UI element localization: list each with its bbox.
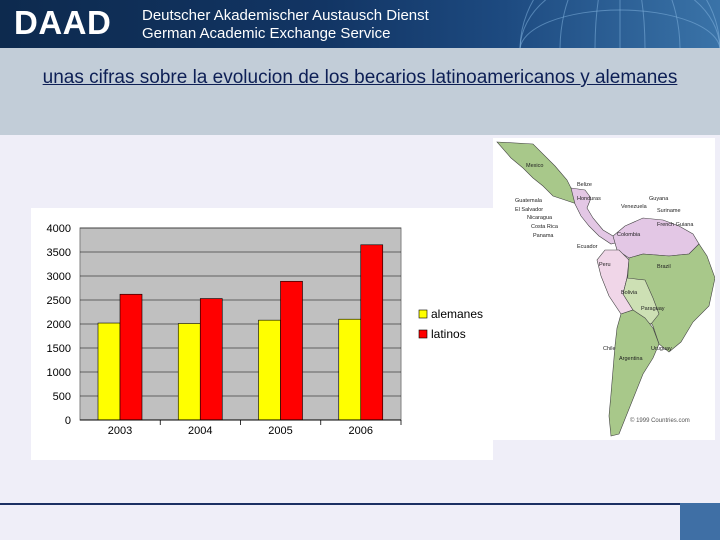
y-tick-label: 0	[65, 415, 71, 427]
map-label-french-guiana: French Guiana	[657, 222, 694, 228]
bar-latinos-2006	[360, 244, 384, 421]
y-tick-label: 1500	[47, 343, 71, 355]
map-label-colombia: Colombia	[617, 232, 641, 238]
slide-title: unas cifras sobre la evolucion de los be…	[42, 67, 678, 88]
map-label-venezuela: Venezuela	[621, 204, 648, 210]
map-label-el-salvador: El Salvador	[515, 207, 543, 213]
map-label-ecuador: Ecuador	[577, 244, 598, 250]
y-tick-label: 3000	[47, 271, 71, 283]
globe-decoration	[519, 0, 720, 48]
map-bolivia-paraguay	[622, 277, 660, 325]
y-tick-label: 3500	[47, 247, 71, 259]
map-label-argentina: Argentina	[619, 356, 643, 362]
org-name-english: German Academic Exchange Service	[142, 25, 391, 42]
bar-chart: 0 500 1000 1500 2000 2500 3000 3500 4000 2003 2004…	[47, 223, 484, 437]
x-tick-label: 2006	[349, 425, 373, 437]
bar-alemanes-2005	[258, 319, 281, 421]
footer-line	[0, 503, 720, 505]
y-tick-label: 4000	[47, 223, 71, 235]
map-label-nicaragua: Nicaragua	[527, 215, 553, 221]
x-tick-label: 2004	[188, 425, 212, 437]
map-label-chile: Chile	[603, 346, 616, 352]
org-name-german: Deutscher Akademischer Austausch Dienst	[142, 7, 429, 24]
y-tick-label: 500	[53, 391, 71, 403]
map-label-peru: Peru	[599, 262, 611, 268]
bar-latinos-2004	[199, 298, 223, 421]
map-label-mexico: Mexico	[526, 163, 543, 169]
legend-label-latinos: latinos	[431, 327, 466, 341]
y-tick-label: 1000	[47, 367, 71, 379]
footer-block	[680, 503, 720, 540]
legend-swatch-latinos	[418, 329, 428, 339]
map-label-panama: Panama	[533, 233, 554, 239]
map-label-honduras: Honduras	[577, 196, 601, 202]
bar-alemanes-2006	[338, 318, 362, 421]
map-label-paraguay: Paraguay	[641, 306, 665, 312]
map-label-bolivia: Bolivia	[621, 290, 638, 296]
title-band	[0, 48, 720, 135]
legend-label-alemanes: alemanes	[431, 307, 483, 321]
map-southern-cone	[608, 309, 660, 437]
x-tick-label: 2003	[108, 425, 132, 437]
map-label-guatemala: Guatemala	[515, 198, 543, 204]
legend-swatch-alemanes	[418, 309, 428, 319]
daad-logo: DAAD	[14, 4, 112, 41]
map-label-brazil: Brazil	[657, 264, 671, 270]
y-tick-label: 2000	[47, 319, 71, 331]
latin-america-map: Mexico Belize Guatemala Honduras El Salvador…	[493, 138, 716, 440]
map-label-guyana: Guyana	[649, 196, 669, 202]
bar-latinos-2005	[280, 280, 303, 421]
map-label-belize: Belize	[577, 182, 592, 188]
bar-latinos-2003	[119, 293, 143, 421]
map-label-costa-rica: Costa Rica	[531, 224, 559, 230]
header-banner: DAAD Deutscher Akademischer Austausch Di…	[0, 0, 720, 48]
chart-panel: 0 500 1000 1500 2000 2500 3000 3500 4000 2003 2004…	[31, 208, 493, 460]
bar-alemanes-2003	[97, 322, 121, 421]
map-drawing: Mexico Belize Guatemala Honduras El Salvador…	[493, 138, 716, 440]
map-copyright: © 1999 Countries.com	[630, 417, 690, 424]
map-label-uruguay: Uruguay	[651, 346, 672, 352]
y-tick-label: 2500	[47, 295, 71, 307]
bar-alemanes-2004	[177, 323, 201, 421]
x-tick-label: 2005	[268, 425, 292, 437]
map-label-suriname: Suriname	[657, 208, 681, 214]
